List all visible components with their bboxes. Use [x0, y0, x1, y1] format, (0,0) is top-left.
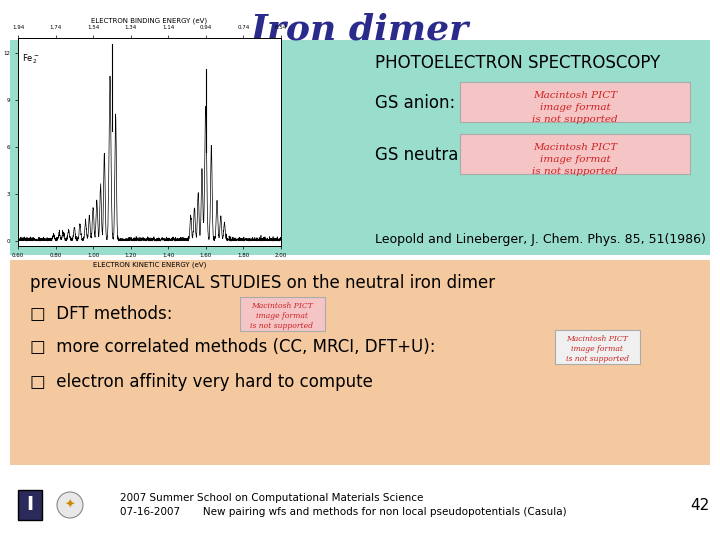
Text: Macintosh PICT: Macintosh PICT — [533, 91, 617, 100]
Text: GS anion:: GS anion: — [375, 94, 455, 112]
Bar — [10, 260, 710, 465]
Text: □  more correlated methods (CC, MRCI, DFT+U):: □ more correlated methods (CC, MRCI, DFT… — [30, 338, 436, 356]
Text: image format: image format — [256, 312, 308, 320]
Text: PHOTOELECTRON SPECTROSCOPY: PHOTOELECTRON SPECTROSCOPY — [375, 54, 660, 72]
Text: image format: image format — [540, 104, 611, 112]
Text: Macintosh PICT: Macintosh PICT — [566, 335, 628, 343]
FancyBboxPatch shape — [240, 297, 325, 331]
FancyBboxPatch shape — [460, 134, 690, 174]
Text: Macintosh PICT: Macintosh PICT — [533, 144, 617, 152]
Text: previous NUMERICAL STUDIES on the neutral iron dimer: previous NUMERICAL STUDIES on the neutra… — [30, 274, 495, 292]
X-axis label: ELECTRON BINDING ENERGY (eV): ELECTRON BINDING ENERGY (eV) — [91, 17, 207, 24]
Text: 07-16-2007       New pairing wfs and methods for non local pseudopotentials (Cas: 07-16-2007 New pairing wfs and methods f… — [120, 507, 567, 517]
Text: is not supported: is not supported — [251, 322, 313, 330]
Text: is not supported: is not supported — [532, 116, 618, 125]
Text: I: I — [27, 496, 34, 515]
Text: Iron dimer: Iron dimer — [251, 13, 469, 47]
Text: 2007 Summer School on Computational Materials Science: 2007 Summer School on Computational Mate… — [120, 493, 423, 503]
Text: ✦: ✦ — [65, 498, 76, 511]
FancyBboxPatch shape — [555, 330, 640, 364]
Text: image format: image format — [540, 156, 611, 165]
Bar — [10, 40, 710, 255]
Circle shape — [57, 492, 83, 518]
Text: 42: 42 — [690, 498, 710, 514]
Text: □  DFT methods:: □ DFT methods: — [30, 305, 173, 323]
Text: is not supported: is not supported — [532, 167, 618, 177]
FancyBboxPatch shape — [460, 82, 690, 122]
Text: GS neutral:: GS neutral: — [375, 146, 469, 164]
Text: image format: image format — [571, 345, 623, 353]
X-axis label: ELECTRON KINETIC ENERGY (eV): ELECTRON KINETIC ENERGY (eV) — [93, 261, 206, 268]
Text: Fe$_2^-$: Fe$_2^-$ — [22, 52, 40, 66]
Text: □  electron affinity very hard to compute: □ electron affinity very hard to compute — [30, 373, 373, 391]
Text: is not supported: is not supported — [565, 355, 629, 363]
Text: Leopold and Lineberger, J. Chem. Phys. 85, 51(1986): Leopold and Lineberger, J. Chem. Phys. 8… — [375, 233, 706, 246]
Bar — [18, 490, 42, 520]
Text: Macintosh PICT: Macintosh PICT — [251, 302, 313, 310]
